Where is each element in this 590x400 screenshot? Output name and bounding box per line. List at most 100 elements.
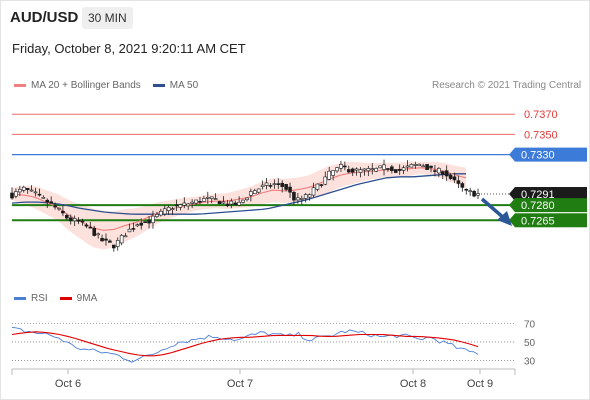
candle-body	[256, 188, 261, 193]
candle	[127, 223, 132, 233]
candle-body	[21, 186, 26, 191]
candle-body	[194, 199, 198, 204]
candle-body	[374, 168, 378, 172]
last-price-tag-pointer	[509, 187, 515, 202]
candle-body	[378, 165, 382, 169]
candle	[350, 167, 355, 176]
candle-body	[104, 238, 108, 241]
candle-body	[155, 214, 159, 217]
report-datetime: Friday, October 8, 2021 9:20:11 AM CET	[12, 41, 246, 56]
candle-body	[205, 197, 210, 199]
pivot-tag-box-0.7330	[515, 147, 587, 162]
candle-body	[96, 233, 100, 236]
candle-body	[139, 222, 144, 226]
candles-group	[10, 159, 480, 252]
candle-body	[327, 170, 331, 180]
candle	[178, 203, 183, 211]
candle	[14, 188, 18, 199]
candle-body	[280, 182, 285, 187]
candle-body	[405, 165, 410, 168]
candle-body	[112, 244, 116, 249]
candle	[119, 233, 124, 246]
last-price-label: 0.7291	[521, 189, 555, 201]
candle	[147, 216, 151, 229]
candle	[198, 196, 202, 205]
candle	[155, 211, 159, 219]
candle	[245, 197, 249, 202]
candle	[225, 199, 230, 208]
candle-body	[33, 191, 38, 194]
candle	[421, 163, 425, 168]
candle-body	[100, 237, 104, 242]
candle-body	[260, 184, 265, 188]
candle-body	[393, 169, 398, 173]
candle	[53, 202, 57, 210]
candle-body	[382, 164, 386, 170]
candle	[464, 188, 469, 195]
candle	[170, 206, 175, 215]
candle	[202, 195, 206, 202]
candle	[76, 217, 81, 225]
candle-body	[276, 183, 281, 185]
candle-body	[37, 193, 42, 196]
candle	[429, 165, 433, 173]
candle	[292, 190, 296, 205]
x-tick-label: Oct 9	[467, 378, 493, 390]
candle-body	[437, 168, 441, 174]
candle-body	[213, 198, 218, 200]
candle-body	[390, 166, 394, 171]
candle	[397, 164, 402, 175]
candle	[135, 223, 140, 228]
candle	[123, 232, 128, 238]
candle-body	[311, 187, 316, 196]
candle-body	[229, 200, 234, 205]
support-tag-pointer-0.7280	[509, 198, 515, 213]
candle	[68, 214, 73, 225]
candle-body	[131, 228, 136, 230]
candle-body	[174, 204, 179, 207]
candle	[190, 199, 194, 209]
ma50-legend-label: MA 50	[169, 80, 199, 91]
candle	[143, 221, 147, 224]
candle	[374, 167, 378, 173]
candle	[405, 160, 410, 172]
candle	[217, 200, 222, 205]
candle-body	[315, 183, 320, 190]
candle	[241, 199, 245, 204]
candle-body	[386, 168, 390, 170]
timeframe-badge[interactable]: 30 MIN	[82, 7, 133, 29]
candle	[100, 234, 104, 242]
candle	[37, 188, 42, 197]
candle-body	[440, 171, 445, 175]
candle	[343, 161, 347, 171]
candle-body	[217, 201, 222, 204]
candle	[284, 183, 288, 192]
candle	[41, 195, 46, 199]
candle-body	[209, 196, 214, 199]
support-label-0.7265: 0.7265	[521, 215, 555, 227]
pivot-label-0.7330: 0.7330	[521, 150, 555, 162]
resistance-label-0.7370: 0.7370	[524, 109, 558, 121]
rsi-ma-legend-label: 9MA	[76, 293, 98, 304]
candle-body	[182, 202, 187, 206]
candle-body	[14, 191, 18, 197]
candle	[33, 187, 38, 197]
candle	[303, 192, 308, 203]
instrument-title: AUD/USD	[10, 9, 79, 26]
candle	[115, 237, 120, 251]
candle-body	[448, 174, 453, 179]
candle-body	[319, 184, 324, 186]
candle	[104, 233, 108, 246]
last-price-tag: 0.7291	[509, 187, 587, 202]
candle-body	[358, 169, 363, 173]
candle	[437, 167, 441, 177]
candle	[162, 205, 167, 217]
candle	[358, 167, 363, 178]
candle-body	[119, 235, 124, 244]
candle	[401, 165, 406, 175]
candle	[276, 178, 281, 189]
candle	[249, 188, 253, 202]
candle	[280, 180, 285, 193]
candle	[323, 171, 328, 186]
candle-body	[147, 219, 151, 224]
